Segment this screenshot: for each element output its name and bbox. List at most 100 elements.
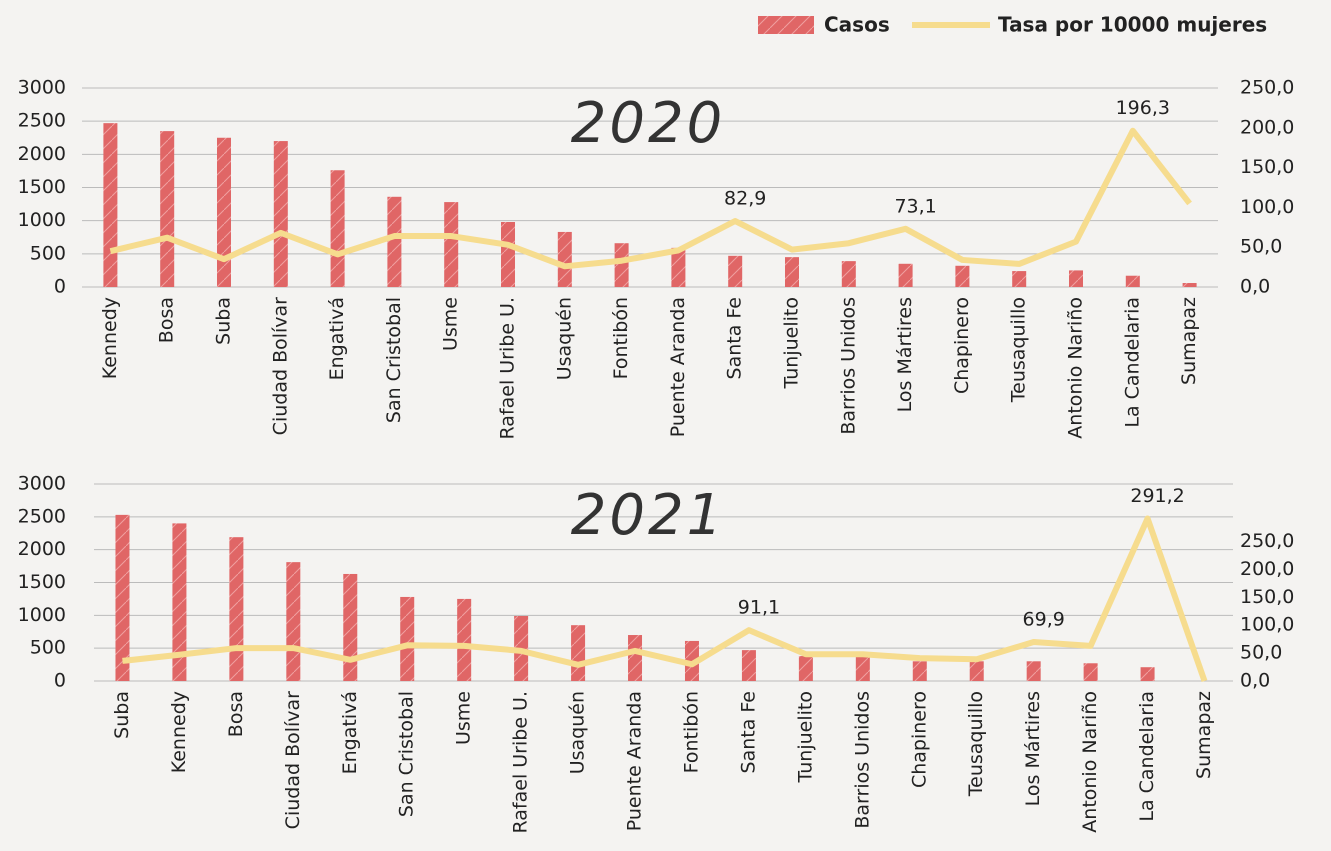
x-tick-label: Engativá — [326, 297, 348, 380]
bar — [115, 514, 130, 681]
bar — [273, 141, 288, 287]
bar — [785, 257, 799, 287]
y2-tick-label: 150,0 — [1240, 156, 1294, 178]
y2-tick-label: 50,0 — [1240, 642, 1282, 664]
data-label: 196,3 — [1116, 97, 1170, 119]
x-tick-label: Fontibón — [610, 297, 632, 379]
y-tick-label: 1500 — [18, 571, 66, 593]
x-tick-label: Antonio Nariño — [1065, 297, 1087, 439]
y-tick-label: 1500 — [18, 176, 66, 198]
x-tick-label: Fontibón — [680, 691, 702, 773]
y2-tick-label: 200,0 — [1240, 558, 1294, 580]
data-label: 82,9 — [724, 188, 766, 210]
y2-tick-label: 250,0 — [1240, 77, 1294, 99]
bar — [955, 265, 970, 287]
x-tick-label: San Cristobal — [383, 297, 405, 423]
bar — [841, 261, 856, 287]
x-tick-label: Santa Fe — [724, 297, 746, 379]
bar — [1125, 275, 1140, 287]
bar — [728, 255, 743, 287]
x-tick-label: La Candelaria — [1121, 297, 1143, 428]
bar — [103, 123, 118, 287]
bar — [614, 243, 629, 287]
bar — [343, 573, 358, 681]
bar — [501, 221, 515, 287]
bar — [387, 196, 402, 287]
bar — [741, 650, 756, 681]
bar — [557, 231, 572, 287]
x-tick-label: Suba — [111, 691, 133, 739]
x-tick-label: Tunjuelito — [781, 297, 803, 389]
x-tick-label: Tunjuelito — [794, 691, 816, 783]
x-tick-label: Rafael Uribe U. — [510, 691, 532, 834]
x-tick-label: Sumapaz — [1193, 691, 1215, 779]
bar — [969, 661, 984, 681]
chart-title: 2020 — [571, 91, 726, 156]
y2-tick-label: 150,0 — [1240, 586, 1294, 608]
legend-label: Tasa por 10000 mujeres — [998, 13, 1267, 37]
x-tick-label: Teusaquillo — [1008, 297, 1030, 403]
bar — [855, 656, 870, 681]
bar — [400, 596, 415, 681]
x-tick-label: San Cristobal — [396, 691, 418, 817]
bar — [1083, 663, 1098, 681]
x-tick-label: Puente Aranda — [667, 297, 689, 437]
y-tick-label: 2500 — [18, 110, 66, 132]
bar — [898, 263, 913, 287]
data-label: 69,9 — [1023, 608, 1065, 630]
x-tick-label: Rafael Uribe U. — [497, 297, 519, 440]
y-tick-label: 2500 — [18, 505, 66, 527]
bar — [1182, 283, 1197, 287]
bar — [457, 598, 472, 681]
y2-tick-label: 0,0 — [1240, 276, 1270, 298]
y-tick-label: 0 — [54, 276, 66, 298]
y2-tick-label: 250,0 — [1240, 530, 1294, 552]
y-tick-label: 3000 — [18, 77, 66, 99]
x-tick-label: Antonio Nariño — [1079, 691, 1101, 833]
bar — [1069, 270, 1083, 287]
x-tick-label: Chapinero — [908, 691, 930, 788]
legend-swatch — [758, 16, 814, 34]
bar — [798, 656, 813, 681]
x-tick-label: Ciudad Bolívar — [269, 297, 291, 435]
chart-title: 2021 — [571, 483, 726, 548]
bar — [229, 537, 244, 681]
y2-tick-label: 200,0 — [1240, 116, 1294, 138]
x-tick-label: Santa Fe — [737, 691, 759, 773]
bar — [1012, 271, 1027, 287]
x-tick-label: Usme — [453, 691, 475, 745]
x-tick-label: Engativá — [339, 691, 361, 774]
bar — [172, 523, 187, 681]
x-tick-label: Teusaquillo — [965, 691, 987, 797]
y2-tick-label: 100,0 — [1240, 196, 1294, 218]
line — [122, 515, 1208, 682]
y2-tick-label: 100,0 — [1240, 614, 1294, 636]
x-tick-label: Kennedy — [99, 297, 121, 379]
x-tick-label: Barrios Unidos — [851, 691, 873, 829]
x-tick-label: Usme — [440, 297, 462, 351]
bar — [330, 170, 345, 287]
bar — [671, 247, 686, 287]
x-tick-label: Bosa — [225, 691, 247, 737]
line — [109, 127, 1192, 270]
y-tick-label: 3000 — [18, 473, 66, 495]
x-tick-label: Sumapaz — [1178, 297, 1200, 385]
y-tick-label: 500 — [30, 637, 66, 659]
x-tick-label: La Candelaria — [1136, 691, 1158, 822]
y-tick-label: 2000 — [18, 538, 66, 560]
x-tick-label: Chapinero — [951, 297, 973, 394]
data-label: 73,1 — [894, 195, 936, 217]
x-tick-label: Suba — [213, 297, 235, 345]
y-tick-label: 1000 — [18, 209, 66, 231]
bar — [1026, 661, 1041, 681]
x-tick-label: Usaquén — [553, 297, 575, 380]
bar — [1140, 667, 1155, 681]
x-tick-label: Bosa — [156, 297, 178, 343]
y-tick-label: 0 — [54, 670, 66, 692]
y-tick-label: 2000 — [18, 143, 66, 165]
data-label: 291,2 — [1130, 485, 1184, 507]
data-label: 91,1 — [738, 597, 780, 619]
x-tick-label: Ciudad Bolívar — [282, 691, 304, 829]
x-tick-label: Kennedy — [168, 691, 190, 773]
x-tick-label: Los Mártires — [894, 297, 916, 412]
